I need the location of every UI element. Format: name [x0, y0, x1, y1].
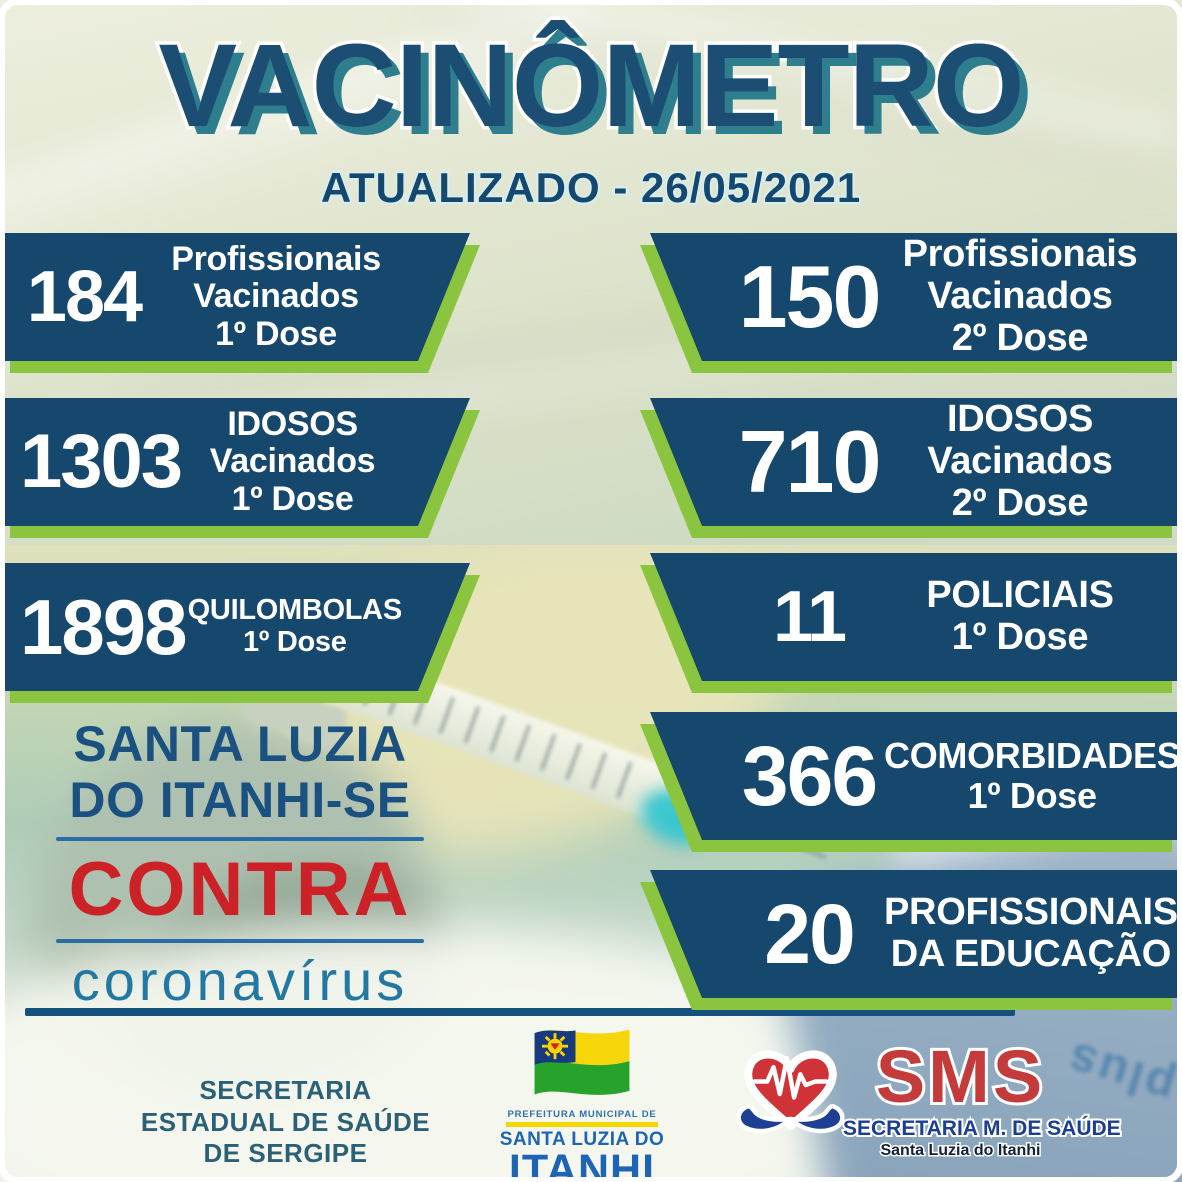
- stat-value: 710: [738, 412, 882, 511]
- coronavirus-text: coronavírus: [71, 948, 409, 1012]
- state-secretariat-line: SECRETARIA: [199, 1075, 372, 1105]
- stat-banner-profissionais-2dose: 150 Profissionais Vacinados 2º Dose: [640, 233, 1182, 373]
- divider-rule: [56, 837, 424, 841]
- stat-banner-quilombolas-1dose: 1898 QUILOMBOLAS 1º Dose: [0, 563, 470, 691]
- banner-body: [650, 233, 1182, 361]
- municipal-pre-text: PREFEITURA MUNICIPAL DE: [507, 1109, 657, 1120]
- stat-value: 150: [738, 247, 882, 346]
- stat-label: Profissionais Vacinados 2º Dose: [902, 233, 1138, 359]
- stat-value: 1898: [20, 583, 188, 671]
- stat-banner-idosos-1dose: 1303 IDOSOS Vacinados 1º Dose: [0, 398, 470, 526]
- stat-banner-profissionais-educacao: 20 PROFISSIONAIS DA EDUCAÇÃO: [640, 870, 1182, 1010]
- sms-logo: SMS SECRETARIA M. DE SAÚDE Santa Luzia d…: [728, 1028, 1123, 1161]
- municipal-flag-icon: [534, 1029, 630, 1095]
- stat-value: 11: [772, 577, 847, 657]
- municipal-name-line2: ITANHI: [508, 1146, 656, 1182]
- banner-body: [650, 553, 1182, 681]
- banner-body: [0, 563, 470, 691]
- banner-body: [650, 712, 1182, 840]
- sms-city-label: Santa Luzia do Itanhi: [879, 1141, 1042, 1161]
- stat-label: IDOSOS Vacinados 1º Dose: [209, 404, 376, 518]
- stat-banner-comorbidades-1dose: 366 COMORBIDADES 1º Dose: [640, 712, 1182, 852]
- city-name-line1: SANTA LUZIA: [73, 716, 407, 772]
- municipal-logo: PREFEITURA MUNICIPAL DE SANTA LUZIA DO I…: [498, 1022, 666, 1182]
- stat-banner-policiais-1dose: 11 POLICIAIS 1º Dose: [640, 553, 1182, 693]
- banner-body: [0, 398, 470, 526]
- divider-rule: [56, 938, 424, 943]
- stat-banner-profissionais-1dose: 184 Profissionais Vacinados 1º Dose: [0, 233, 470, 361]
- bottom-divider-rule: [25, 1008, 1015, 1016]
- state-secretariat-line: DE SERGIPE: [203, 1138, 368, 1169]
- stat-label: COMORBIDADES 1º Dose: [884, 735, 1181, 816]
- stat-label: QUILOMBOLAS 1º Dose: [187, 594, 402, 658]
- stat-label: POLICIAIS 1º Dose: [926, 574, 1114, 658]
- city-name-line2: DO ITANHI-SE: [69, 772, 411, 828]
- municipal-yellow-bar: [506, 1122, 658, 1127]
- sms-acronym: SMS: [873, 1035, 1046, 1118]
- updated-date: ATUALIZADO - 26/05/2021: [319, 162, 862, 213]
- stat-label: IDOSOS Vacinados 2º Dose: [927, 398, 1113, 524]
- location-block: SANTA LUZIA DO ITANHI-SE CONTRA coronaví…: [10, 716, 470, 1011]
- municipal-name-line1: SANTA LUZIA DO: [499, 1129, 665, 1150]
- stat-label: Profissionais Vacinados 1º Dose: [171, 239, 381, 353]
- contra-text: CONTRA: [68, 847, 412, 932]
- banner-body: [0, 233, 470, 361]
- page-title: VACINÔMETRO: [155, 17, 1028, 156]
- sms-secretariat-label: SECRETARIA M. DE SAÚDE: [841, 1115, 1123, 1142]
- stat-value: 184: [26, 257, 143, 337]
- heart-hands-icon: [736, 1050, 845, 1134]
- banner-body: [650, 870, 1182, 998]
- stat-value: 1303: [20, 419, 183, 504]
- stat-value: 20: [764, 887, 855, 981]
- banner-body: [650, 398, 1182, 526]
- stat-banner-idosos-2dose: 710 IDOSOS Vacinados 2º Dose: [640, 398, 1182, 538]
- state-secretariat-line: ESTADUAL DE SAÚDE: [140, 1106, 431, 1137]
- stat-label: PROFISSIONAIS DA EDUCAÇÃO: [884, 891, 1178, 975]
- stat-value: 366: [741, 729, 878, 823]
- state-health-secretariat: SECRETARIA ESTADUAL DE SAÚDE DE SERGIPE: [118, 1075, 453, 1170]
